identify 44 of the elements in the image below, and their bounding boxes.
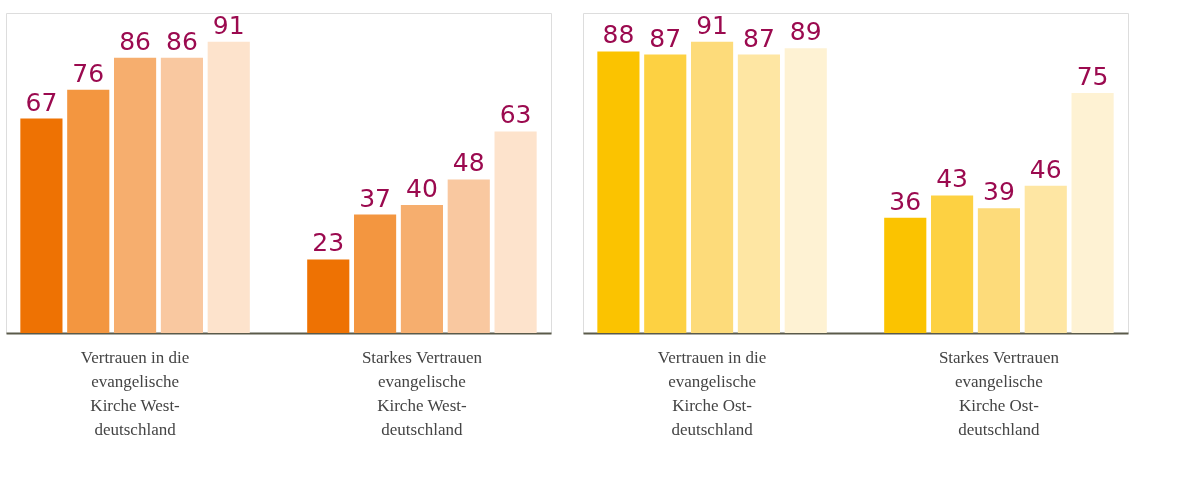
bar [884, 217, 927, 333]
bar [400, 205, 443, 333]
data-label: 76 [72, 58, 105, 88]
bar [1024, 185, 1067, 333]
data-label: 40 [406, 174, 438, 203]
bar [307, 259, 350, 333]
data-label: 43 [936, 164, 968, 194]
bar [114, 57, 157, 333]
bar [67, 89, 110, 333]
data-label: 63 [499, 100, 532, 130]
bar [447, 179, 490, 333]
data-label: 36 [889, 186, 922, 216]
data-label: 37 [359, 183, 391, 213]
data-label: 87 [649, 23, 682, 53]
bar [644, 54, 687, 333]
bar [494, 131, 537, 333]
data-label: 23 [312, 228, 345, 258]
data-label: 86 [119, 26, 151, 56]
bar [784, 48, 827, 333]
bar [1071, 93, 1114, 333]
bar [691, 41, 734, 333]
data-label: 91 [696, 10, 728, 40]
x-tick-label: Vertrauen in die evangelische Kirche Ost- deutschland [657, 347, 767, 439]
data-label: 48 [452, 148, 485, 178]
bar [354, 214, 397, 333]
x-tick-label: Starkes Vertrauen evangelische Kirche West- deutschland [361, 347, 483, 439]
data-label: 87 [743, 23, 775, 53]
data-label: 89 [789, 17, 822, 47]
data-label: 75 [1076, 62, 1109, 91]
bar [597, 51, 640, 333]
bar [20, 118, 63, 333]
bar [737, 54, 780, 333]
bar [977, 208, 1020, 333]
bar [207, 41, 250, 333]
data-label: 39 [983, 177, 1015, 207]
data-label: 67 [25, 87, 58, 117]
data-label: 86 [166, 26, 198, 56]
x-tick-label: Starkes Vertrauen evangelische Kirche Ost- deutschland [938, 347, 1060, 439]
data-label: 46 [1029, 154, 1062, 184]
bar [931, 195, 974, 333]
bar [160, 57, 203, 333]
data-label: 88 [602, 20, 635, 50]
x-tick-label: Vertrauen in die evangelische Kirche West- deutschland [80, 347, 190, 439]
data-label: 91 [212, 10, 245, 40]
